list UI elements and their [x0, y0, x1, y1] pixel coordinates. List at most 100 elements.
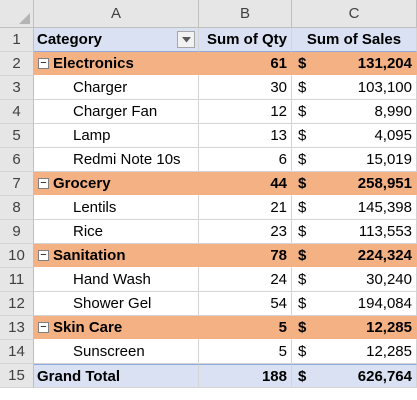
category-cell[interactable]: Rice: [34, 220, 199, 244]
sales-cell[interactable]: $145,398: [292, 196, 417, 220]
sales-value: 12,285: [366, 343, 412, 360]
qty-cell[interactable]: 188: [199, 364, 292, 388]
table-row: 5 Lamp 13 $4,095: [0, 124, 417, 148]
category-cell[interactable]: − Electronics: [34, 52, 199, 76]
row-number[interactable]: 15: [0, 364, 34, 388]
sales-value: 224,324: [357, 247, 412, 264]
collapse-minus-icon[interactable]: −: [38, 58, 49, 69]
row-number[interactable]: 13: [0, 316, 34, 340]
column-header-b[interactable]: B: [199, 0, 292, 28]
row-number[interactable]: 10: [0, 244, 34, 268]
currency-symbol: $: [298, 271, 307, 288]
sales-cell[interactable]: $131,204: [292, 52, 417, 76]
row-number[interactable]: 2: [0, 52, 34, 76]
qty-cell[interactable]: 44: [199, 172, 292, 196]
qty-cell[interactable]: 24: [199, 268, 292, 292]
sales-cell[interactable]: $15,019: [292, 148, 417, 172]
category-cell[interactable]: Lentils: [34, 196, 199, 220]
category-header-cell[interactable]: Category: [34, 28, 199, 52]
column-header-c[interactable]: C: [292, 0, 417, 28]
sales-cell[interactable]: $194,084: [292, 292, 417, 316]
row-number[interactable]: 7: [0, 172, 34, 196]
qty-cell[interactable]: 30: [199, 76, 292, 100]
currency-symbol: $: [298, 343, 307, 360]
row-number[interactable]: 1: [0, 28, 34, 52]
sales-cell[interactable]: $8,990: [292, 100, 417, 124]
category-group-row: 10− Sanitation 78 $224,324: [0, 244, 417, 268]
category-cell[interactable]: Sunscreen: [34, 340, 199, 364]
category-label: Charger: [73, 79, 128, 96]
qty-cell[interactable]: 5: [199, 340, 292, 364]
sales-cell[interactable]: $12,285: [292, 316, 417, 340]
table-row: 6 Redmi Note 10s 6 $15,019: [0, 148, 417, 172]
sales-cell[interactable]: $103,100: [292, 76, 417, 100]
qty-cell[interactable]: 6: [199, 148, 292, 172]
qty-cell[interactable]: 23: [199, 220, 292, 244]
qty-cell[interactable]: 5: [199, 316, 292, 340]
category-label: Grocery: [53, 175, 111, 192]
sales-value: 113,553: [358, 223, 412, 240]
sales-cell[interactable]: $12,285: [292, 340, 417, 364]
row-number[interactable]: 8: [0, 196, 34, 220]
sales-cell[interactable]: $4,095: [292, 124, 417, 148]
category-label: Hand Wash: [73, 271, 151, 288]
select-all-corner[interactable]: [0, 0, 34, 28]
qty-cell[interactable]: 21: [199, 196, 292, 220]
category-cell[interactable]: Charger: [34, 76, 199, 100]
category-cell[interactable]: Charger Fan: [34, 100, 199, 124]
sales-cell[interactable]: $626,764: [292, 364, 417, 388]
qty-cell[interactable]: 13: [199, 124, 292, 148]
column-header-a[interactable]: A: [34, 0, 199, 28]
qty-cell[interactable]: 12: [199, 100, 292, 124]
sales-cell[interactable]: $113,553: [292, 220, 417, 244]
currency-symbol: $: [298, 247, 307, 264]
row-number[interactable]: 3: [0, 76, 34, 100]
collapse-minus-icon[interactable]: −: [38, 322, 49, 333]
row-number[interactable]: 4: [0, 100, 34, 124]
category-cell[interactable]: Shower Gel: [34, 292, 199, 316]
row-number[interactable]: 14: [0, 340, 34, 364]
sales-value: 258,951: [357, 175, 412, 192]
category-label: Lamp: [73, 127, 111, 144]
category-label: Sanitation: [53, 247, 126, 264]
row-number[interactable]: 6: [0, 148, 34, 172]
category-group-row: 13− Skin Care 5 $12,285: [0, 316, 417, 340]
table-row: 11 Hand Wash 24 $30,240: [0, 268, 417, 292]
category-cell[interactable]: Lamp: [34, 124, 199, 148]
qty-cell[interactable]: 78: [199, 244, 292, 268]
sales-value: 15,019: [366, 151, 412, 168]
category-cell[interactable]: Hand Wash: [34, 268, 199, 292]
currency-symbol: $: [298, 127, 307, 144]
row-number[interactable]: 11: [0, 268, 34, 292]
sales-cell[interactable]: $30,240: [292, 268, 417, 292]
row-number[interactable]: 5: [0, 124, 34, 148]
category-label: Grand Total: [37, 367, 121, 385]
category-label: Sunscreen: [73, 343, 145, 360]
category-cell[interactable]: Redmi Note 10s: [34, 148, 199, 172]
filter-dropdown-icon[interactable]: [177, 31, 195, 48]
sales-value: 131,204: [357, 55, 412, 72]
category-cell[interactable]: − Grocery: [34, 172, 199, 196]
category-header-label: Category: [37, 31, 103, 48]
sales-header-cell[interactable]: Sum of Sales: [292, 28, 417, 52]
category-cell[interactable]: − Sanitation: [34, 244, 199, 268]
category-cell[interactable]: − Skin Care: [34, 316, 199, 340]
collapse-minus-icon[interactable]: −: [38, 250, 49, 261]
table-row: 9 Rice 23 $113,553: [0, 220, 417, 244]
currency-symbol: $: [298, 151, 307, 168]
sales-value: 145,398: [357, 199, 412, 216]
qty-cell[interactable]: 61: [199, 52, 292, 76]
sales-value: 626,764: [357, 367, 412, 385]
collapse-minus-icon[interactable]: −: [38, 178, 49, 189]
qty-header-cell[interactable]: Sum of Qty: [199, 28, 292, 52]
sales-cell[interactable]: $224,324: [292, 244, 417, 268]
currency-symbol: $: [298, 103, 307, 120]
sales-value: 12,285: [366, 319, 412, 336]
row-number[interactable]: 12: [0, 292, 34, 316]
row-number[interactable]: 9: [0, 220, 34, 244]
qty-cell[interactable]: 54: [199, 292, 292, 316]
sales-cell[interactable]: $258,951: [292, 172, 417, 196]
category-cell[interactable]: Grand Total: [34, 364, 199, 388]
category-label: Skin Care: [53, 319, 123, 336]
